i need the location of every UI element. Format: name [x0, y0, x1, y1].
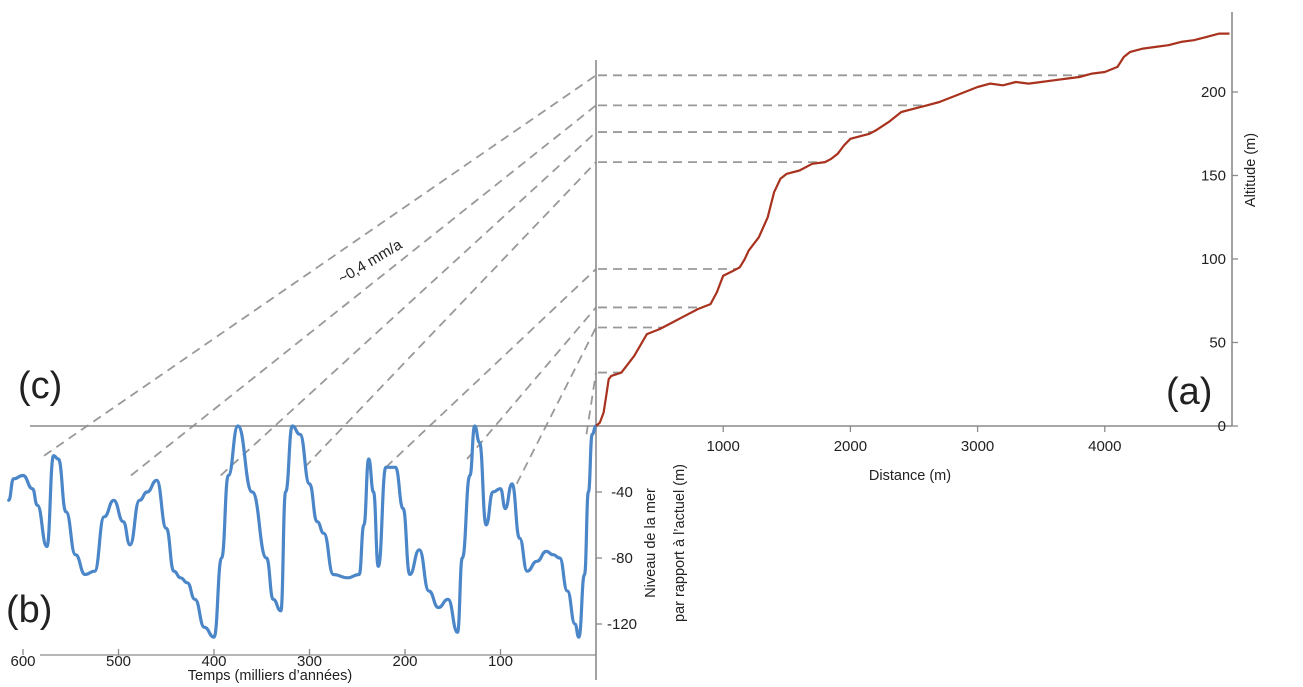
time-tick-label: 400 — [201, 653, 226, 670]
altitude-tick-label: 200 — [1201, 84, 1226, 101]
time-tick-label: 200 — [392, 653, 417, 670]
sea-level-curve — [7, 424, 598, 639]
sea-level-tick-label: -40 — [611, 484, 633, 501]
time-tick-label: 100 — [488, 653, 513, 670]
altitude-tick-label: 150 — [1201, 168, 1226, 185]
sea-level-tick-label: -80 — [611, 550, 633, 567]
uplift-rate-annotation: ~0,4 mm/a — [335, 236, 405, 288]
distance-axis-ticks: 1000 2000 3000 4000 — [707, 426, 1121, 455]
projection-line — [466, 306, 597, 460]
distance-tick-label: 4000 — [1088, 438, 1121, 455]
projection-line — [304, 161, 597, 468]
time-tick-label: 300 — [297, 653, 322, 670]
river-profile-line — [595, 32, 1230, 427]
sea-level-tick-label: -120 — [607, 616, 637, 633]
panel-b-label: (b) — [6, 589, 52, 631]
projection-line — [385, 268, 597, 468]
distance-tick-label: 2000 — [834, 438, 867, 455]
time-tick-label: 500 — [106, 653, 131, 670]
time-axis-ticks: 600 500 400 300 200 100 — [10, 649, 513, 670]
projection-line — [130, 104, 597, 477]
distance-axis-label: Distance (m) — [869, 468, 951, 484]
projection-lines — [43, 74, 597, 485]
altitude-axis-ticks: 0 50 100 150 200 — [1201, 84, 1238, 435]
projection-line — [515, 327, 597, 485]
sea-level-axis-ticks: -40 -80 -120 — [596, 484, 637, 633]
time-tick-label: 600 — [10, 653, 35, 670]
sea-level-axis-label-line1: Niveau de la mer — [643, 488, 659, 598]
terrace-level-lines — [598, 74, 1086, 374]
altitude-axis-label: Altitude (m) — [1243, 133, 1259, 207]
projection-line — [220, 131, 597, 477]
sea-level-axis-label-line2: par rapport à l’actuel (m) — [672, 464, 688, 622]
projection-line — [585, 372, 597, 435]
distance-tick-label: 3000 — [961, 438, 994, 455]
projection-line — [43, 74, 597, 457]
panel-a-label: (a) — [1166, 371, 1212, 413]
altitude-tick-label: 100 — [1201, 251, 1226, 268]
altitude-tick-label: 0 — [1218, 418, 1226, 435]
altitude-tick-label: 50 — [1209, 335, 1226, 352]
time-axis-label: Temps (milliers d’années) — [188, 668, 352, 684]
distance-tick-label: 1000 — [707, 438, 740, 455]
panel-c-label: (c) — [18, 365, 62, 407]
